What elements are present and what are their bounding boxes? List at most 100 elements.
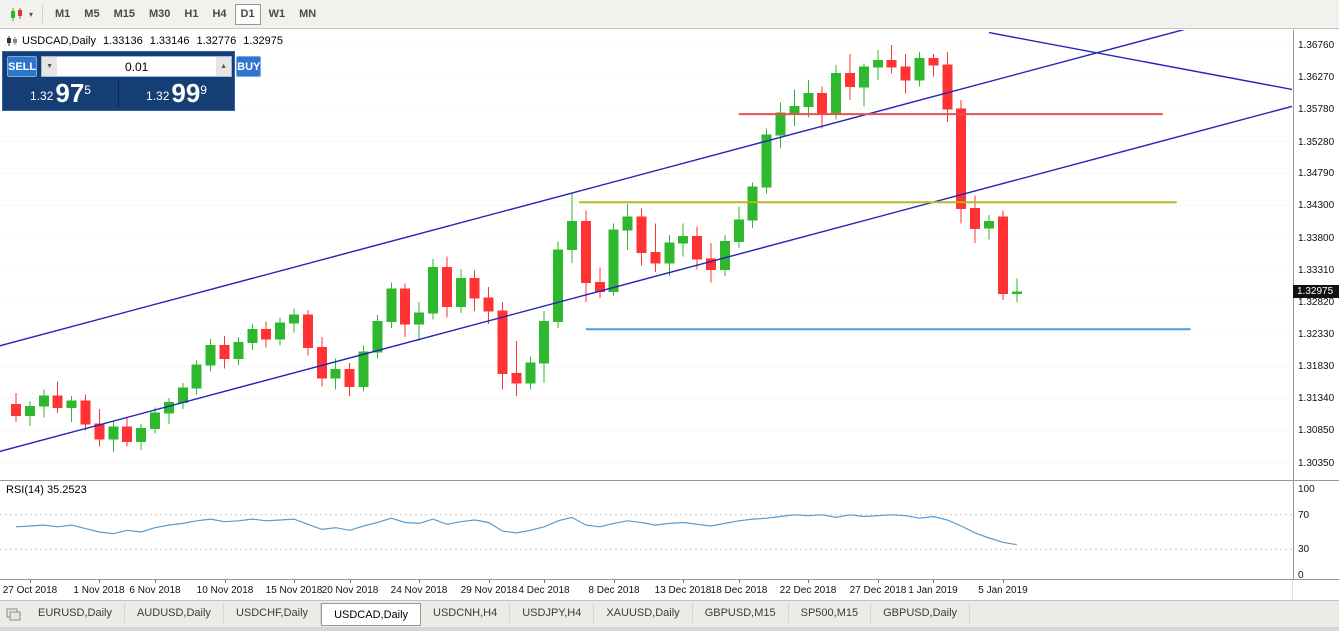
symbol-label: USDCAD,Daily [22, 35, 96, 47]
tab-audusd-daily[interactable]: AUDUSD,Daily [125, 602, 224, 623]
candles [11, 45, 1022, 452]
timeframe-m15[interactable]: M15 [113, 8, 135, 20]
timeframe-d1[interactable]: D1 [234, 3, 261, 25]
rsi-canvas[interactable] [0, 481, 1339, 580]
volume-input[interactable] [57, 57, 217, 76]
date-label: 27 Oct 2018 [2, 585, 58, 596]
buy-price-display: 1.32 99 9 [119, 80, 234, 107]
sell-price-sup: 5 [84, 83, 91, 97]
tab-sp500-m15[interactable]: SP500,M15 [789, 602, 872, 623]
rsi-scale-label: 30 [1298, 544, 1310, 556]
tab-usdcad-daily[interactable]: USDCAD,Daily [321, 602, 422, 626]
price-scale-label: 1.36270 [1298, 71, 1335, 83]
sell-price-prefix: 1.32 [30, 89, 54, 103]
timeframe-m1[interactable]: M1 [55, 8, 71, 20]
time-tick [489, 580, 490, 583]
chart-tabs-bar: EURUSD,Daily AUDUSD,Daily USDCHF,Daily USDC… [0, 600, 1339, 627]
date-label: 20 Nov 2018 [321, 585, 379, 596]
toolbar: ▾ M1 M5 M15 M30 H1 H4 D1 W1 MN [0, 0, 1339, 29]
rsi-panel[interactable]: RSI(14) 35.2523 100 70 30 0 [0, 480, 1339, 581]
close-value: 1.32975 [243, 35, 284, 47]
timeframe-m5[interactable]: M5 [84, 8, 100, 20]
timeframe-h4[interactable]: H4 [212, 8, 227, 20]
buy-button[interactable]: BUY [236, 56, 262, 77]
date-label: 29 Nov 2018 [460, 585, 518, 596]
tab-usdchf-daily[interactable]: USDCHF,Daily [224, 602, 322, 623]
date-label: 10 Nov 2018 [196, 585, 254, 596]
open-value: 1.33136 [102, 35, 143, 47]
price-scale-label: 1.34790 [1298, 168, 1335, 180]
price-divider [118, 80, 119, 107]
price-scale-label: 1.30350 [1298, 458, 1335, 469]
timeframe-mn[interactable]: MN [299, 8, 317, 20]
date-label: 8 Dec 2018 [588, 585, 640, 596]
price-scale-label: 1.36760 [1298, 40, 1335, 51]
candlestick-chart-canvas[interactable] [0, 30, 1339, 480]
volume-stepper: ▼ ▲ [41, 56, 233, 77]
price-scale[interactable]: 1.36760 1.36270 1.35780 1.35280 1.34790 1.343… [1293, 30, 1339, 480]
one-click-prices: 1.32 97 5 1.32 99 9 [3, 80, 234, 110]
price-scale-label: 1.35280 [1298, 136, 1335, 148]
sell-button[interactable]: SELL [7, 56, 38, 77]
time-axis[interactable]: 27 Oct 2018 1 Nov 2018 6 Nov 2018 10 Nov 20… [0, 579, 1339, 600]
rsi-scale-label: 70 [1298, 509, 1310, 521]
date-label: 4 Dec 2018 [518, 585, 570, 596]
tab-usdjpy-h4[interactable]: USDJPY,H4 [510, 602, 595, 623]
ascending-channel-upper [0, 30, 1186, 347]
date-label: 15 Nov 2018 [265, 585, 323, 596]
time-tick [419, 580, 420, 583]
time-tick [808, 580, 809, 583]
price-scale-label: 1.33800 [1298, 233, 1335, 245]
time-tick [99, 580, 100, 583]
timeframe-w1[interactable]: W1 [268, 8, 286, 20]
time-tick [155, 580, 156, 583]
rsi-scale: 100 70 30 0 [1293, 481, 1339, 581]
time-tick [878, 580, 879, 583]
rsi-canvas-host[interactable] [0, 481, 1339, 580]
tab-gbpusd-m15[interactable]: GBPUSD,M15 [693, 602, 789, 623]
buy-price-sup: 9 [200, 83, 207, 97]
chart-type-button[interactable]: ▾ [5, 5, 37, 24]
chart-objects [0, 30, 1292, 453]
time-tick [294, 580, 295, 583]
price-scale-label: 1.35780 [1298, 103, 1335, 115]
tab-xauusd-daily[interactable]: XAUUSD,Daily [594, 602, 693, 623]
timeframe-h1[interactable]: H1 [184, 8, 199, 20]
descending-trendline [988, 31, 1292, 91]
timeframe-buttons: M1 M5 M15 M30 H1 H4 D1 W1 MN [48, 3, 323, 25]
chart-icon [7, 35, 17, 46]
time-tick [739, 580, 740, 583]
volume-decrease-button[interactable]: ▼ [42, 57, 58, 76]
date-label: 1 Jan 2019 [908, 585, 958, 596]
time-tick [225, 580, 226, 583]
date-label: 27 Dec 2018 [849, 585, 907, 596]
buy-price-prefix: 1.32 [146, 89, 170, 103]
grid-lines [0, 44, 1292, 464]
rsi-indicator-label: RSI(14) 35.2523 [6, 484, 87, 496]
timeframe-m30[interactable]: M30 [148, 8, 171, 20]
candlestick-chart-icon [11, 7, 22, 21]
time-tick [350, 580, 351, 583]
volume-increase-button[interactable]: ▲ [216, 57, 232, 76]
price-scale-label: 1.31830 [1298, 361, 1335, 373]
date-label: 24 Nov 2018 [390, 585, 448, 596]
sell-price-display: 1.32 97 5 [3, 80, 118, 107]
date-label: 18 Dec 2018 [710, 585, 768, 596]
status-strip [0, 627, 1339, 631]
price-scale-label: 1.32820 [1298, 296, 1335, 308]
toolbar-separator [42, 5, 44, 23]
tab-gbpusd-daily[interactable]: GBPUSD,Daily [871, 602, 971, 623]
price-scale-label: 1.34300 [1298, 200, 1335, 212]
one-click-controls: SELL ▼ ▲ BUY [3, 52, 262, 80]
one-click-trading-panel: SELL ▼ ▲ BUY 1.32 97 5 1.32 99 9 [2, 51, 262, 111]
chart-header: USDCAD,Daily 1.33136 1.33146 1.32776 1.3… [6, 35, 290, 47]
date-label: 6 Nov 2018 [129, 585, 181, 596]
time-tick [30, 580, 31, 583]
main-chart-panel[interactable]: USDCAD,Daily 1.33136 1.33146 1.32776 1.3… [0, 30, 1339, 480]
chart-canvas-host[interactable] [0, 30, 1339, 480]
rsi-line [15, 514, 1017, 546]
tab-usdcnh-h4[interactable]: USDCNH,H4 [421, 602, 511, 623]
current-price-tag: 1.32975 [1293, 284, 1339, 298]
tab-eurusd-daily[interactable]: EURUSD,Daily [26, 602, 125, 623]
rsi-scale-label: 0 [1298, 570, 1304, 581]
